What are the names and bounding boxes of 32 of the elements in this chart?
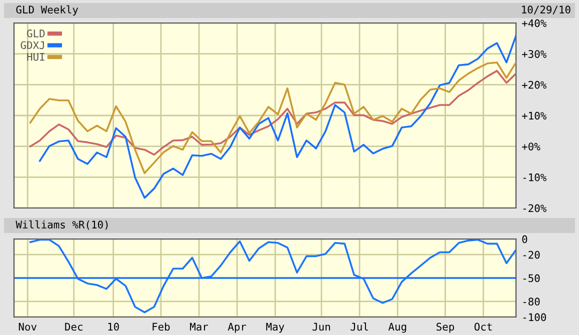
- y-tick-label: -100: [523, 313, 546, 322]
- legend-label: GDXJ: [20, 41, 44, 50]
- x-tick-label: Jul: [350, 322, 368, 331]
- y-tick-label: -20%: [523, 204, 546, 212]
- line-series: [29, 62, 516, 174]
- y-tick-label: 0: [522, 235, 528, 244]
- y-tick-label: -80: [523, 298, 540, 306]
- x-tick-label: 10: [108, 322, 119, 331]
- legend-label: GLD: [27, 29, 45, 38]
- y-tick-label: +0%: [522, 142, 540, 150]
- y-tick-label: +10%: [522, 112, 546, 120]
- y-tick-label: -20: [523, 250, 540, 259]
- x-tick-label: Mar: [190, 322, 208, 331]
- x-tick-label: Sep: [436, 322, 454, 333]
- legend-label: HUI: [27, 53, 44, 61]
- x-tick-label: Dec: [65, 322, 82, 331]
- x-tick-label: Oct: [474, 322, 492, 331]
- y-tick-label: +20%: [522, 80, 546, 89]
- chart-title: GLD Weekly: [16, 5, 78, 16]
- y-tick-label: -50: [523, 274, 540, 282]
- y-tick-label: -10%: [523, 173, 546, 182]
- x-tick-label: Nov: [18, 322, 37, 331]
- line-series: [29, 70, 516, 156]
- x-tick-label: Jun: [312, 322, 330, 331]
- x-tick-label: Aug: [388, 322, 406, 333]
- text: 10/29/10: [522, 6, 570, 14]
- x-tick-label: Feb: [152, 322, 170, 331]
- chart-title: Williams %R(10): [16, 220, 108, 230]
- y-tick-label: +40%: [522, 19, 546, 28]
- y-tick-label: +30%: [522, 50, 546, 58]
- x-tick-label: Apr: [228, 322, 246, 333]
- x-tick-label: May: [266, 322, 284, 333]
